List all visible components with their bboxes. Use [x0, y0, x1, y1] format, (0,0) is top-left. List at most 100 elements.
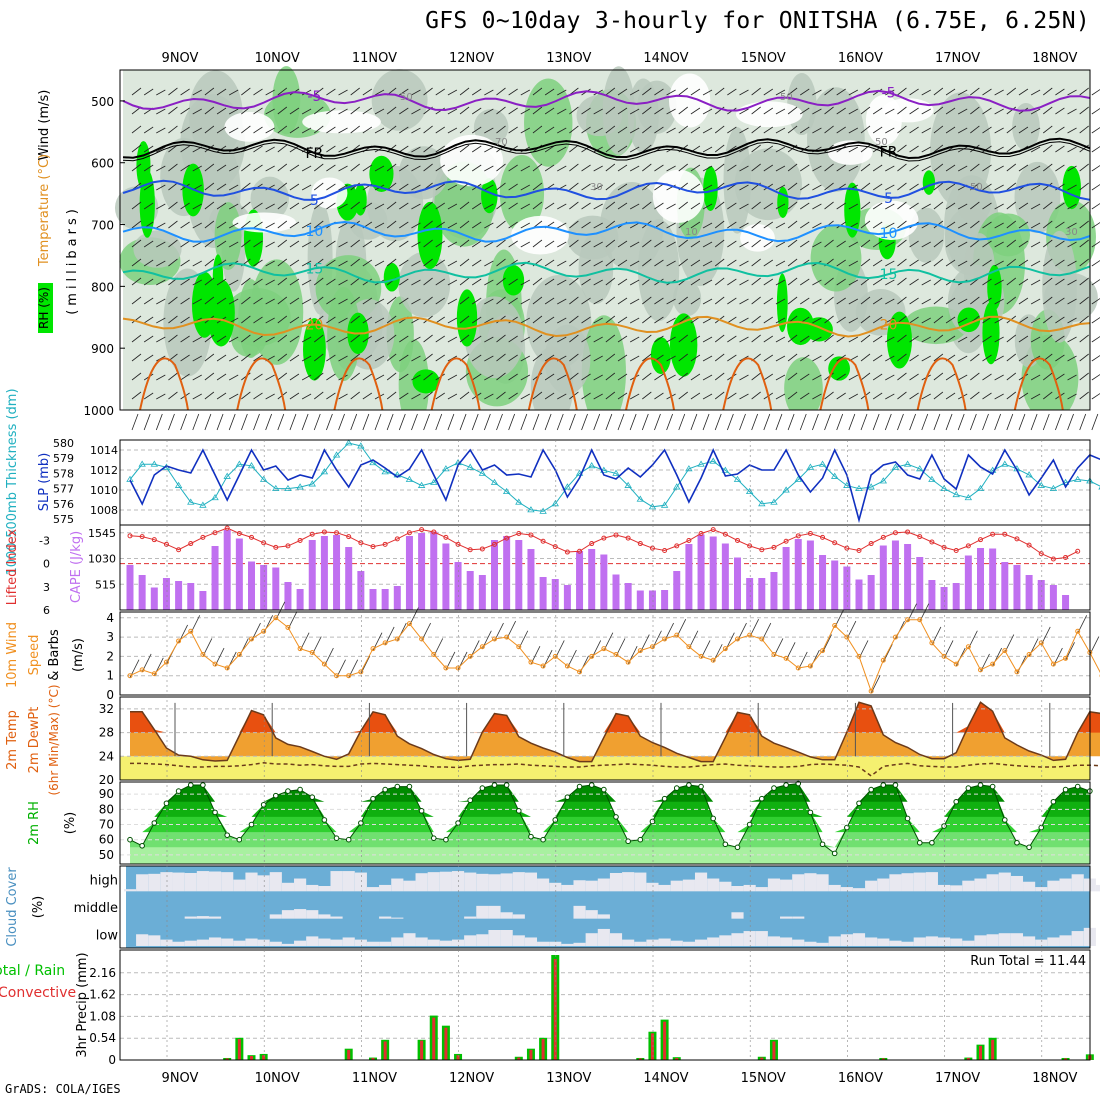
wind-barb	[739, 241, 749, 248]
wind-barb	[970, 220, 980, 229]
wind-barb	[1018, 164, 1029, 172]
isotherm-label: -5	[307, 89, 321, 105]
wind-barb	[496, 163, 506, 172]
wind-speed-point	[443, 665, 449, 671]
wind-barb	[848, 374, 859, 381]
rh-contour-area	[602, 66, 635, 155]
cape-bar	[648, 590, 656, 610]
precip-tick-label: 2.16	[89, 966, 116, 980]
thickness-point	[490, 478, 499, 485]
wind-barb	[921, 203, 931, 210]
wind-barb	[471, 202, 482, 210]
wind-barb	[702, 184, 713, 191]
wind-barb	[739, 393, 749, 400]
thickness-point	[600, 466, 608, 473]
wind-barb	[131, 391, 142, 400]
wind-barb	[314, 391, 324, 400]
cape-bar	[296, 589, 304, 610]
lifted-index-point	[637, 541, 643, 547]
wind-barb	[629, 222, 640, 229]
wind-barb	[447, 413, 455, 431]
wind-barb	[399, 164, 409, 172]
cape-bar	[612, 574, 620, 610]
wind-barb	[301, 203, 312, 210]
wind-barb	[192, 89, 202, 96]
wind-barb	[654, 373, 664, 381]
rh-high-area	[303, 318, 326, 381]
wind-barb	[374, 336, 385, 343]
wind-barb	[678, 201, 688, 210]
wind-panel	[120, 601, 1100, 696]
lifted-index-point	[528, 532, 534, 538]
wind-barb	[933, 353, 944, 362]
wind-barb	[1030, 222, 1041, 229]
wind-barb	[751, 334, 761, 343]
wind-barb	[216, 88, 227, 96]
cape-bar	[879, 545, 887, 610]
wind-barb	[326, 145, 336, 153]
wind-barb	[277, 296, 288, 305]
wind-barb	[787, 87, 798, 96]
wind-barb	[800, 354, 810, 362]
rh2m-point	[844, 824, 850, 831]
wind-barb	[253, 88, 263, 96]
wind-barb	[666, 336, 676, 343]
wind-barb	[374, 222, 385, 229]
wind-barb	[897, 353, 907, 362]
wind-barb	[423, 258, 433, 267]
wind-barb	[423, 87, 433, 96]
wind-barb	[824, 87, 834, 96]
wind-barb	[860, 258, 871, 267]
wind-barb	[253, 202, 263, 210]
wind-barb	[714, 258, 725, 267]
wind-barb	[617, 297, 628, 305]
rh-high-area	[669, 313, 698, 377]
wind-barb	[314, 277, 324, 286]
wind-barb	[1030, 279, 1041, 286]
wind-barb	[253, 107, 263, 115]
cape-bar	[418, 533, 426, 610]
panel-frame	[119, 439, 1091, 526]
cape-bar	[843, 566, 851, 610]
wind-barb	[265, 298, 275, 305]
wind-barb	[909, 107, 919, 115]
wind-barb	[484, 108, 494, 115]
rh2m-point	[345, 836, 352, 843]
wind-barb	[690, 221, 701, 229]
wind-barb	[702, 355, 713, 362]
wind-barb	[775, 108, 786, 115]
wind-barb	[1079, 125, 1089, 134]
wind-barb	[885, 222, 895, 229]
wind-barb	[1006, 413, 1014, 431]
thickness-point	[976, 484, 985, 491]
wind-barb	[435, 413, 443, 431]
wind-barb	[702, 203, 713, 210]
wind-barb	[265, 279, 275, 286]
wind-barb	[787, 372, 798, 381]
wind-barb	[229, 298, 239, 305]
wind-barb	[520, 336, 530, 343]
wind-speed-point	[1038, 640, 1044, 646]
wind-barb	[204, 182, 215, 191]
wind-barb	[666, 413, 673, 431]
wind-barb	[763, 278, 774, 286]
cape-bar	[794, 539, 802, 610]
wind-barb	[994, 279, 1004, 286]
wind-barb	[678, 296, 688, 305]
wind-barb	[1006, 239, 1017, 248]
wind-barb	[289, 335, 300, 343]
wind-barb	[216, 145, 227, 153]
cloud-bar-low	[646, 939, 659, 946]
cloud-bar-low	[852, 933, 866, 946]
rh2m-point	[977, 782, 984, 788]
wind-barb	[180, 145, 190, 153]
wind-barb	[593, 317, 603, 324]
wind-barb	[727, 202, 737, 210]
pressure-tick-label: 500	[91, 95, 114, 109]
wind-barb	[532, 125, 543, 134]
wind-barb	[301, 222, 312, 229]
wind-barb	[399, 107, 409, 115]
lifted-index-point	[832, 540, 838, 546]
wind-barb	[569, 163, 579, 172]
rh2m-tick-label: 50	[99, 848, 114, 862]
